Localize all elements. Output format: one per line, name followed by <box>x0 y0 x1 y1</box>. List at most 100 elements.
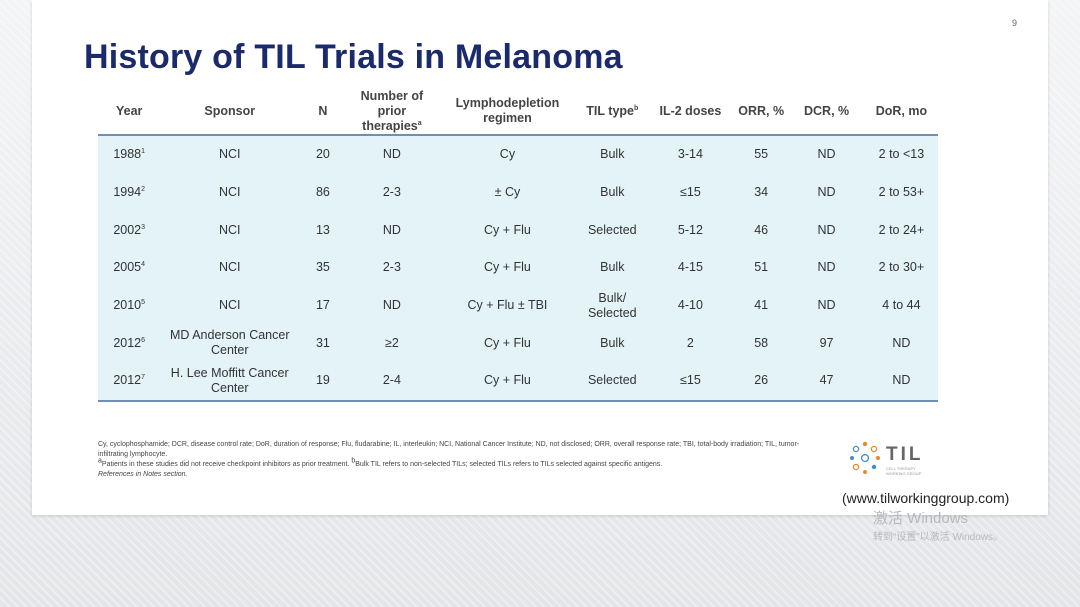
cell-n: 35 <box>315 260 330 275</box>
cell-n: 86 <box>315 185 330 200</box>
cell-orr: 51 <box>754 260 769 275</box>
cell-year: 20105 <box>113 298 146 313</box>
abbreviations-note: Cy, cyclophosphamide; DCR, disease contr… <box>98 441 800 458</box>
header-orr: ORR, % <box>734 88 789 135</box>
activation-watermark-title: 激活 Windows <box>873 510 969 527</box>
cell-til-type: Bulk <box>600 185 625 200</box>
cell-n: 13 <box>315 222 330 237</box>
cell-sponsor: NCI <box>218 260 241 275</box>
cell-regimen: Cy + Flu ± TBI <box>467 298 548 313</box>
table-row: 20126 MD Anderson Cancer Center 31 ≥2 Cy… <box>98 324 938 362</box>
table-row: 20127 H. Lee Moffitt Cancer Center 19 2-… <box>98 362 938 401</box>
prior-treatment-note: aPatients in these studies did not recei… <box>98 457 663 468</box>
cell-regimen: Cy + Flu <box>484 222 531 237</box>
cell-sponsor: NCI <box>218 185 241 200</box>
til-logo-subtext: CELL THERAPY WORKING GROUP <box>886 466 922 476</box>
cell-prior-therapies: ≥2 <box>385 335 399 350</box>
cell-regimen: Cy + Flu <box>484 335 531 350</box>
table-row: 19881 NCI 20 ND Cy Bulk 3-14 55 ND 2 to … <box>98 135 938 174</box>
slide-title: History of TIL Trials in Melanoma <box>84 38 623 76</box>
cell-regimen: Cy <box>499 147 516 162</box>
cell-regimen: Cy + Flu <box>484 260 531 275</box>
cell-orr: 34 <box>754 185 769 200</box>
cell-dor: 2 to 24+ <box>878 222 925 237</box>
header-il2-doses: IL-2 doses <box>646 88 735 135</box>
cell-sponsor: NCI <box>218 298 241 313</box>
cell-sponsor: H. Lee Moffitt Cancer Center <box>170 365 289 395</box>
cell-dor: ND <box>892 373 911 388</box>
cell-sponsor: NCI <box>218 147 241 162</box>
cell-sponsor: NCI <box>218 222 241 237</box>
activation-watermark-subtitle: 转到“设置”以激活 Windows。 <box>873 532 1004 543</box>
cell-year: 19881 <box>113 147 146 162</box>
table-row: 19942 NCI 86 2-3 ± Cy Bulk ≤15 34 ND 2 t… <box>98 174 938 212</box>
cell-regimen: Cy + Flu <box>484 373 531 388</box>
cell-til-type: Bulk <box>600 335 625 350</box>
cell-year: 20127 <box>113 373 146 388</box>
til-logo: TIL CELL THERAPY WORKING GROUP <box>848 440 938 480</box>
table-row: 20054 NCI 35 2-3 Cy + Flu Bulk 4-15 51 N… <box>98 249 938 287</box>
header-dor: DoR, mo <box>864 88 938 135</box>
til-logo-text: TIL <box>886 444 924 465</box>
header-dcr: DCR, % <box>788 88 865 135</box>
cell-orr: 46 <box>754 222 769 237</box>
footnotes: Cy, cyclophosphamide; DCR, disease contr… <box>98 440 818 480</box>
cell-year: 20054 <box>113 260 146 275</box>
header-til-type: TIL typeb <box>577 88 647 135</box>
cell-il2-doses: 4-10 <box>677 298 703 313</box>
cell-til-type: Bulk <box>600 260 625 275</box>
header-lymphodepletion-regimen: Lymphodepletion regimen <box>437 88 578 135</box>
header-prior-therapies: Number of prior therapiesa <box>346 88 438 135</box>
cell-til-type: Selected <box>587 373 637 388</box>
cell-prior-therapies: 2-3 <box>382 185 401 200</box>
cell-il2-doses: 2 <box>686 335 694 350</box>
cell-prior-therapies: ND <box>382 222 401 237</box>
cell-orr: 58 <box>754 335 769 350</box>
cell-dor: 2 to 30+ <box>878 260 925 275</box>
cell-year: 20023 <box>113 222 146 237</box>
cell-il2-doses: ≤15 <box>680 185 701 200</box>
header-year: Year <box>98 88 161 135</box>
header-n: N <box>299 88 347 135</box>
cell-regimen: ± Cy <box>494 185 521 200</box>
cell-n: 17 <box>315 298 330 313</box>
cell-prior-therapies: ND <box>382 298 401 313</box>
cell-dcr: ND <box>817 260 836 275</box>
cell-orr: 41 <box>754 298 769 313</box>
cell-year: 19942 <box>113 185 146 200</box>
cell-sponsor: MD Anderson Cancer Center <box>169 328 290 358</box>
header-sponsor: Sponsor <box>160 88 300 135</box>
cell-n: 31 <box>315 335 330 350</box>
cell-dcr: ND <box>817 222 836 237</box>
cell-dor: 4 to 44 <box>882 298 921 313</box>
website-url: (www.tilworkinggroup.com) <box>842 490 1010 506</box>
cell-dcr: 47 <box>819 373 834 388</box>
cell-til-type: Bulk/ Selected <box>587 290 637 320</box>
cell-dor: ND <box>892 335 911 350</box>
cell-orr: 55 <box>754 147 769 162</box>
cell-til-type: Bulk <box>600 147 625 162</box>
cell-dcr: ND <box>817 147 836 162</box>
cell-prior-therapies: ND <box>382 147 401 162</box>
cell-year: 20126 <box>113 335 146 350</box>
cell-il2-doses: 3-14 <box>677 147 703 162</box>
table-row: 20105 NCI 17 ND Cy + Flu ± TBI Bulk/ Sel… <box>98 287 938 325</box>
cell-orr: 26 <box>754 373 769 388</box>
cell-dcr: 97 <box>819 335 834 350</box>
table-row: 20023 NCI 13 ND Cy + Flu Selected 5-12 4… <box>98 211 938 249</box>
cell-dcr: ND <box>817 298 836 313</box>
table-header-row: Year Sponsor N Number of prior therapies… <box>98 88 938 135</box>
cell-dor: 2 to 53+ <box>878 185 925 200</box>
cell-prior-therapies: 2-4 <box>382 373 401 388</box>
cell-il2-doses: ≤15 <box>680 373 701 388</box>
til-logo-dots-icon <box>850 441 880 474</box>
references-note: References in Notes section. <box>98 471 188 478</box>
cell-il2-doses: 5-12 <box>677 222 703 237</box>
slide <box>32 0 1048 515</box>
cell-il2-doses: 4-15 <box>677 260 703 275</box>
cell-n: 20 <box>315 147 330 162</box>
cell-til-type: Selected <box>587 222 637 237</box>
cell-dcr: ND <box>817 185 836 200</box>
page-number: 9 <box>1012 18 1018 28</box>
cell-dor: 2 to <13 <box>878 147 925 162</box>
